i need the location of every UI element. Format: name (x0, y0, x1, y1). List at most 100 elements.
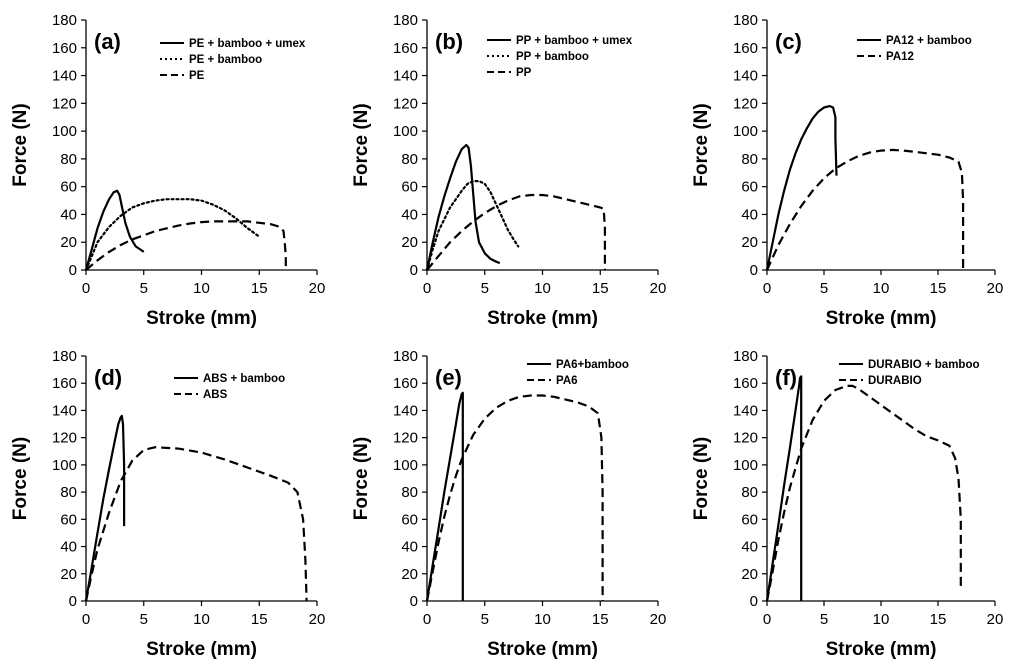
y-tick-label: 0 (750, 593, 758, 610)
y-tick-label: 0 (750, 262, 758, 279)
y-tick-label: 140 (52, 402, 77, 419)
panel-letter: (b) (435, 29, 463, 54)
y-axis-label: Force (N) (10, 103, 31, 186)
x-tick-label: 10 (534, 611, 551, 628)
x-axis-label: Stroke (mm) (826, 308, 937, 329)
legend-label: PA12 (886, 51, 914, 63)
y-tick-label: 60 (60, 179, 77, 196)
x-axis-label: Stroke (mm) (826, 639, 937, 660)
x-tick-label: 15 (251, 280, 268, 297)
x-tick-label: 0 (423, 611, 431, 628)
y-tick-label: 160 (393, 375, 418, 392)
x-tick-label: 20 (987, 611, 1004, 628)
y-tick-label: 180 (52, 348, 77, 365)
y-tick-label: 120 (393, 430, 418, 447)
legend-label: PA12 + bamboo (886, 35, 972, 47)
y-axis-label: Force (N) (691, 437, 712, 520)
y-tick-label: 40 (60, 206, 77, 223)
x-tick-label: 15 (930, 611, 947, 628)
y-tick-label: 100 (733, 123, 758, 140)
y-tick-label: 120 (733, 430, 758, 447)
y-tick-label: 80 (60, 151, 77, 168)
y-tick-label: 20 (741, 234, 758, 251)
x-tick-label: 5 (481, 611, 489, 628)
x-tick-label: 5 (820, 280, 828, 297)
y-tick-label: 160 (733, 40, 758, 57)
x-axis-label: Stroke (mm) (487, 308, 598, 329)
panel-letter: (d) (94, 365, 122, 390)
legend-label: DURABIO + bamboo (868, 359, 980, 371)
chart-panel-d: 0 20 40 60 80 100 120 140 160 180 0 5 10 15 20 Stroke (… (10, 348, 325, 660)
series-line-dashed (85, 220, 287, 271)
y-tick-label: 40 (401, 539, 418, 556)
chart-panel-f: 0 20 40 60 80 100 120 140 160 180 0 5 10 15 20 Stroke (… (691, 348, 1004, 660)
y-tick-label: 120 (733, 95, 758, 112)
y-tick-label: 80 (60, 484, 77, 501)
legend-label: DURABIO (868, 375, 922, 387)
series-line-dashed (765, 384, 962, 602)
y-tick-label: 180 (393, 348, 418, 365)
series-line-solid (84, 189, 145, 271)
x-tick-label: 15 (930, 280, 947, 297)
series-line-dotted (84, 198, 261, 272)
legend-label: PA6 (556, 375, 578, 387)
x-tick-label: 10 (873, 611, 890, 628)
y-tick-label: 20 (401, 234, 418, 251)
y-axis-label: Force (N) (351, 437, 372, 520)
y-tick-label: 140 (393, 68, 418, 85)
series-line-dashed (425, 394, 604, 602)
legend-label: PE + bamboo + umex (189, 38, 306, 50)
y-tick-label: 60 (741, 179, 758, 196)
y-tick-label: 100 (393, 457, 418, 474)
y-tick-label: 180 (733, 12, 758, 29)
panel-letter: (f) (775, 365, 797, 390)
y-tick-label: 40 (401, 206, 418, 223)
y-tick-label: 0 (69, 593, 77, 610)
y-tick-label: 160 (52, 375, 77, 392)
x-tick-label: 20 (650, 611, 667, 628)
series-line-solid (425, 391, 464, 602)
legend-label: PP + bamboo (516, 51, 589, 63)
y-tick-label: 60 (60, 511, 77, 528)
x-tick-label: 10 (193, 280, 210, 297)
series-line-solid (425, 143, 501, 271)
y-tick-label: 40 (741, 539, 758, 556)
series-line-dotted (425, 180, 520, 272)
x-tick-label: 10 (193, 611, 210, 628)
y-tick-label: 0 (69, 262, 77, 279)
legend-label: PP (516, 67, 532, 79)
series-line-solid (84, 414, 126, 602)
legend-label: ABS (203, 389, 228, 401)
y-tick-label: 0 (410, 593, 418, 610)
x-tick-label: 20 (309, 280, 326, 297)
y-tick-label: 80 (401, 484, 418, 501)
y-tick-label: 60 (401, 511, 418, 528)
panel-letter: (a) (94, 29, 121, 54)
y-tick-label: 140 (733, 402, 758, 419)
x-axis-label: Stroke (mm) (146, 308, 257, 329)
chart-panel-c: 0 20 40 60 80 100 120 140 160 180 0 5 10 15 20 Stroke (… (691, 12, 1003, 329)
x-tick-label: 5 (140, 611, 148, 628)
y-tick-label: 100 (52, 123, 77, 140)
legend-label: PE + bamboo (189, 54, 262, 66)
series-line-dashed (84, 446, 308, 602)
x-tick-label: 15 (592, 280, 609, 297)
chart-panel-e: 0 20 40 60 80 100 120 140 160 180 0 5 10 15 20 Stroke (… (351, 348, 667, 660)
y-tick-label: 180 (393, 12, 418, 29)
y-tick-label: 180 (52, 12, 77, 29)
x-tick-label: 0 (82, 280, 90, 297)
x-tick-label: 15 (592, 611, 609, 628)
y-tick-label: 140 (733, 68, 758, 85)
y-tick-label: 80 (741, 151, 758, 168)
series-line-solid (765, 105, 838, 271)
y-tick-label: 20 (741, 566, 758, 583)
x-tick-label: 5 (481, 280, 489, 297)
y-tick-label: 40 (60, 539, 77, 556)
y-tick-label: 80 (741, 484, 758, 501)
x-tick-label: 15 (251, 611, 268, 628)
x-axis-label: Stroke (mm) (146, 639, 257, 660)
y-tick-label: 180 (733, 348, 758, 365)
series-line-dashed (765, 148, 965, 271)
y-tick-label: 60 (741, 511, 758, 528)
